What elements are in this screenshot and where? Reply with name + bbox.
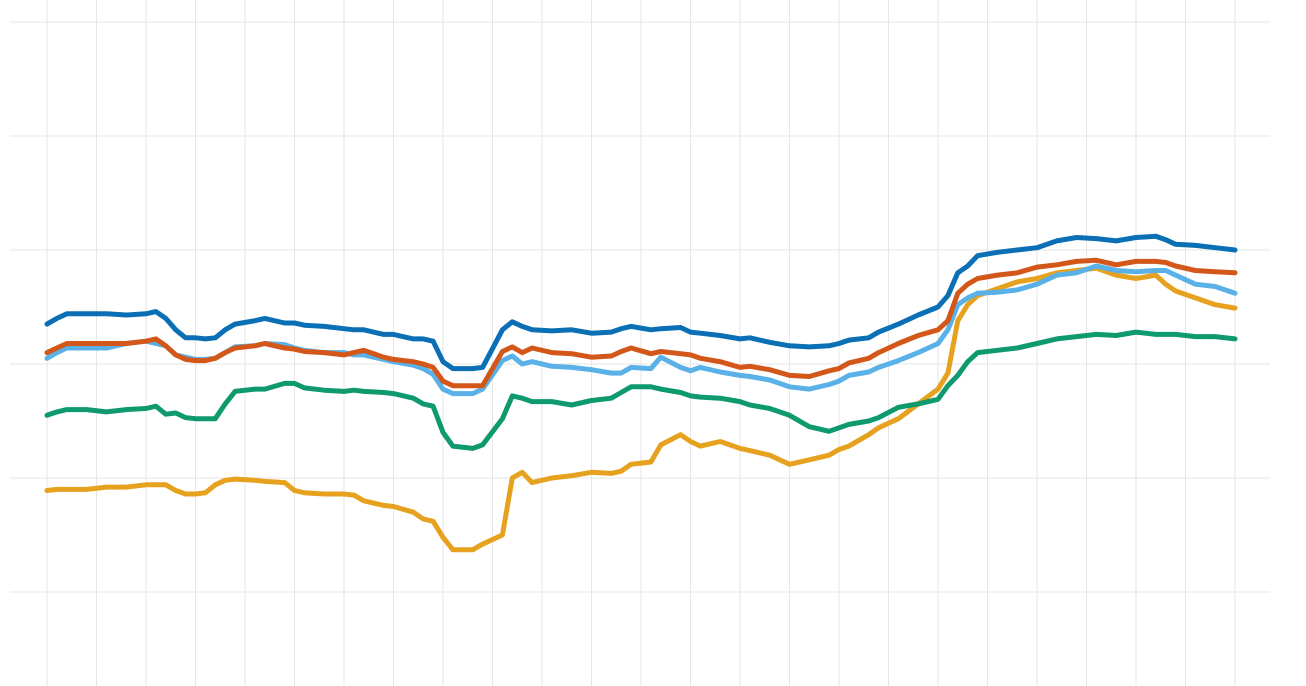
series-line-4 [44, 329, 1238, 451]
series-lines [44, 233, 1238, 553]
grid [10, 0, 1270, 686]
series-line-1 [44, 233, 1238, 372]
series-line-2 [44, 257, 1238, 389]
